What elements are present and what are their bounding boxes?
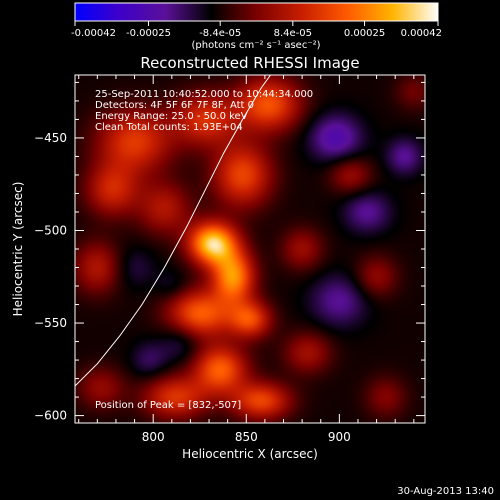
annotation-block: 25-Sep-2011 10:40:52.000 to 10:44:34.000… xyxy=(95,89,313,133)
heatmap-image xyxy=(75,75,425,423)
y-axis-label: Heliocentric Y (arcsec) xyxy=(11,182,25,317)
colorbar-tick-label: -8.4e-05 xyxy=(199,28,241,39)
x-axis-ticks xyxy=(78,75,415,423)
colorbar-ticks xyxy=(74,21,439,26)
footer-timestamp: 30-Aug-2013 13:40 xyxy=(397,486,494,497)
annotation-detectors: Detectors: 4F 5F 6F 7F 8F, Att 0 xyxy=(95,100,254,111)
colorbar-tick-label: 8.4e-05 xyxy=(274,28,312,39)
colorbar-tick-labels: -0.00042 -0.00025 -8.4e-05 8.4e-05 0.00025 0.… xyxy=(71,28,442,39)
y-tick-label: −600 xyxy=(34,409,67,423)
y-axis-tick-labels: −450 −500 −550 −600 xyxy=(34,131,67,423)
x-tick-label: 850 xyxy=(235,430,258,444)
x-tick-label: 900 xyxy=(328,430,351,444)
plot-area: 800 850 900 −450 −500 −550 −600 25-Sep-2011 1… xyxy=(34,74,426,444)
y-tick-label: −550 xyxy=(34,316,67,330)
colorbar: -0.00042 -0.00025 -8.4e-05 8.4e-05 0.00025 0.… xyxy=(71,2,442,51)
colorbar-tick-label: -0.00025 xyxy=(126,28,171,39)
peak-position-label: Position of Peak = [832,-507] xyxy=(95,400,241,411)
x-axis-tick-labels: 800 850 900 xyxy=(142,430,351,444)
y-tick-label: −500 xyxy=(34,223,67,237)
colorbar-tick-label: 0.00025 xyxy=(344,28,385,39)
solar-limb-curve xyxy=(75,75,271,387)
colorbar-tick-label: 0.00042 xyxy=(401,28,442,39)
x-axis-label: Heliocentric X (arcsec) xyxy=(182,447,318,461)
annotation-total-counts: Clean Total counts: 1.93E+04 xyxy=(95,122,243,133)
annotation-energy-range: Energy Range: 25.0 - 50.0 keV xyxy=(95,111,248,122)
annotation-time-range: 25-Sep-2011 10:40:52.000 to 10:44:34.000 xyxy=(95,89,313,100)
y-axis-ticks xyxy=(75,81,425,417)
x-tick-label: 800 xyxy=(142,430,165,444)
chart-title: Reconstructed RHESSI Image xyxy=(140,54,359,72)
colorbar-strip xyxy=(74,2,439,22)
y-tick-label: −450 xyxy=(34,131,67,145)
colorbar-unit-label: (photons cm⁻² s⁻¹ asec⁻²) xyxy=(191,40,320,51)
colorbar-tick-label: -0.00042 xyxy=(71,28,116,39)
